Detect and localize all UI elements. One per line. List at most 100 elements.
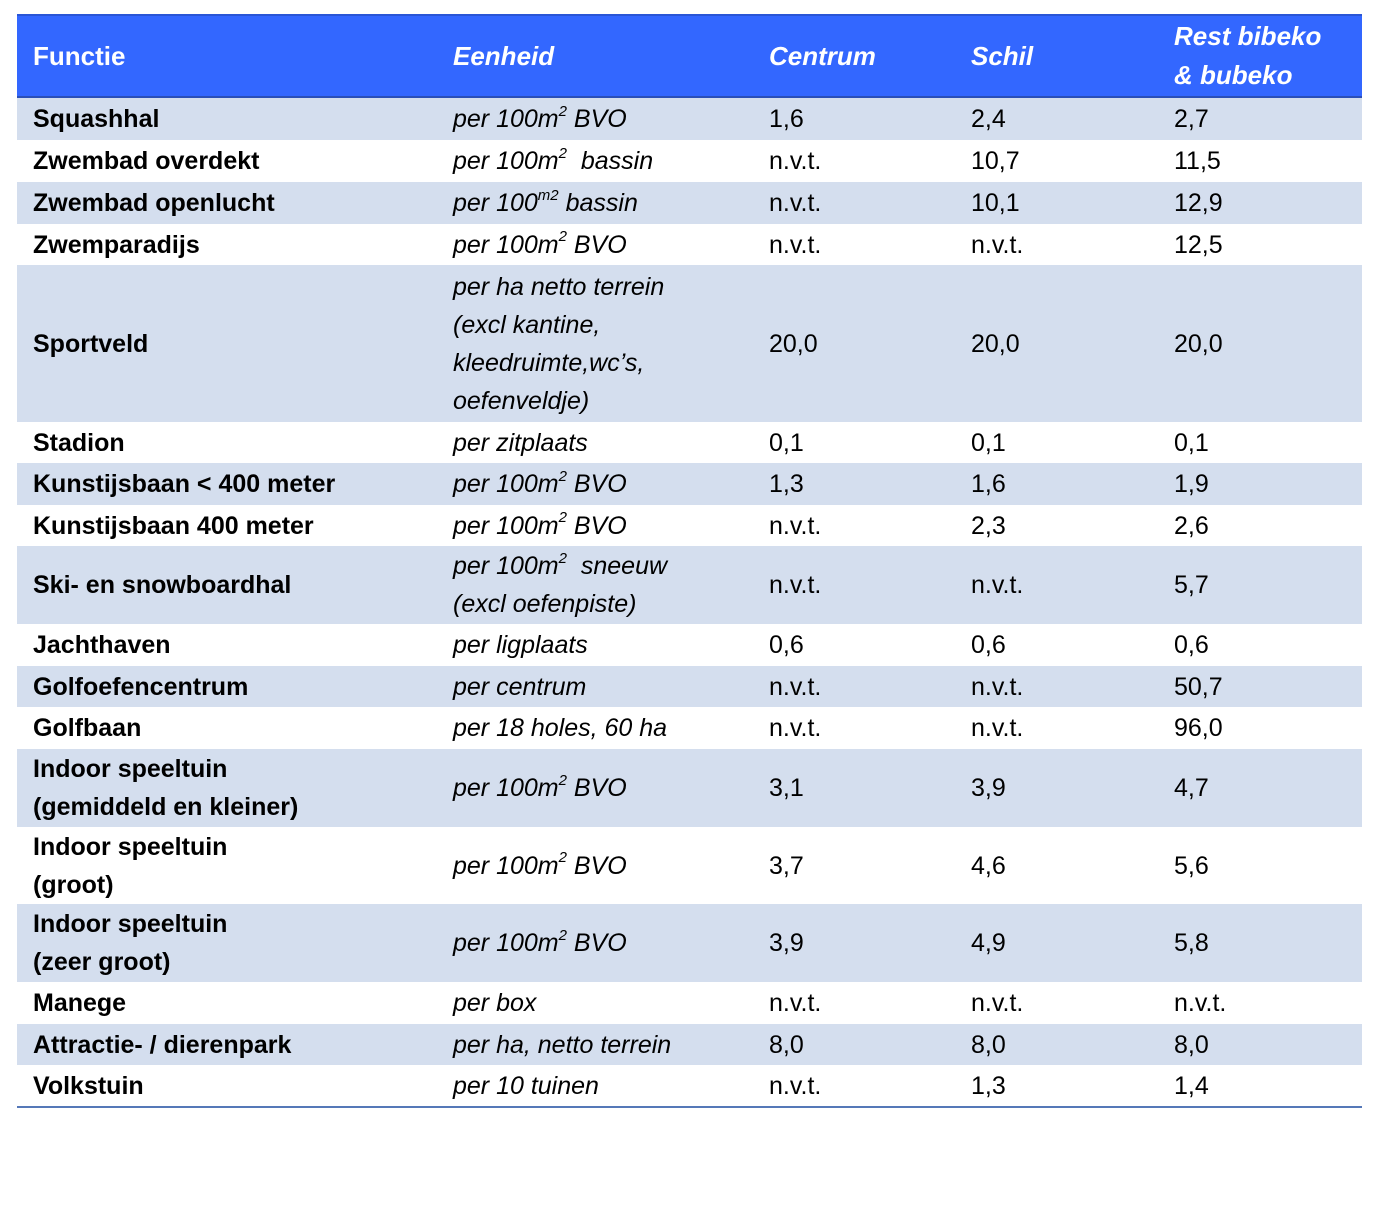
functie-line: Golfoefencentrum bbox=[33, 672, 249, 701]
table-row: Manege per box n.v.t. n.v.t. n.v.t. bbox=[17, 982, 1362, 1024]
cell-schil: 10,7 bbox=[971, 147, 1020, 175]
eenheid-superscript: 2 bbox=[558, 509, 567, 527]
functie-line: Sportveld bbox=[33, 329, 149, 358]
cell-schil: 3,9 bbox=[971, 774, 1006, 802]
eenheid-text: per 100 bbox=[453, 189, 538, 217]
table-row: Ski- en snowboardhal per 100m2 sneeuw (exc… bbox=[17, 546, 1362, 624]
cell-eenheid: per ligplaats bbox=[453, 624, 753, 666]
cell-functie: Indoor speeltuin (zeer groot) bbox=[33, 904, 443, 982]
cell-rest: 12,5 bbox=[1174, 230, 1223, 259]
cell-functie: Zwemparadijs bbox=[33, 224, 443, 265]
cell-functie: Golfbaan bbox=[33, 707, 443, 749]
eenheid-line: per box bbox=[453, 984, 536, 1022]
cell-eenheid: per centrum bbox=[453, 666, 753, 707]
cell-eenheid: per 100m2 bassin bbox=[453, 140, 753, 182]
eenheid-text: per 100m bbox=[453, 774, 559, 802]
eenheid-line: per ha, netto terrein bbox=[453, 1026, 671, 1064]
eenheid-text: per 18 holes, 60 ha bbox=[453, 714, 668, 742]
table-row: Kunstijsbaan 400 meter per 100m2 BVO n.v.t… bbox=[17, 505, 1362, 546]
table-row: Attractie- / dierenpark per ha, netto ter… bbox=[17, 1024, 1362, 1065]
functie-line: Golfbaan bbox=[33, 714, 142, 742]
eenheid-line: per centrum bbox=[453, 668, 586, 706]
eenheid-line: per zitplaats bbox=[453, 424, 588, 462]
cell-functie: Stadion bbox=[33, 422, 443, 463]
cell-schil: 2,4 bbox=[971, 105, 1006, 133]
eenheid-suffix: bassin bbox=[566, 147, 654, 175]
cell-eenheid: per 18 holes, 60 ha bbox=[453, 707, 753, 749]
cell-functie: Indoor speeltuin (gemiddeld en kleiner) bbox=[33, 749, 443, 827]
cell-schil: 20,0 bbox=[971, 329, 1020, 358]
eenheid-superscript: m2 bbox=[537, 186, 559, 204]
functie-line: Volkstuin bbox=[33, 1072, 144, 1100]
cell-eenheid: per 100m2 BVO bbox=[453, 224, 753, 265]
cell-centrum: 8,0 bbox=[769, 1030, 804, 1059]
eenheid-line: per 100m2 BVO bbox=[453, 507, 627, 545]
eenheid-line: per 100m2 sneeuw bbox=[453, 547, 667, 585]
cell-schil: 0,6 bbox=[971, 631, 1006, 659]
eenheid-suffix: bassin bbox=[558, 189, 638, 217]
cell-schil: n.v.t. bbox=[971, 714, 1024, 742]
cell-rest: 0,1 bbox=[1174, 428, 1209, 457]
cell-functie: Zwembad openlucht bbox=[33, 182, 443, 224]
cell-functie: Attractie- / dierenpark bbox=[33, 1024, 443, 1065]
cell-rest: 20,0 bbox=[1174, 329, 1223, 358]
cell-rest: 4,7 bbox=[1174, 774, 1209, 802]
cell-rest: 11,5 bbox=[1174, 147, 1221, 175]
eenheid-superscript: 2 bbox=[558, 771, 567, 789]
eenheid-text: per 100m bbox=[453, 105, 559, 133]
functie-line: Kunstijsbaan < 400 meter bbox=[33, 470, 336, 498]
cell-eenheid: per 100m2 bassin bbox=[453, 182, 753, 224]
cell-centrum: n.v.t. bbox=[769, 189, 822, 217]
eenheid-line: per ligplaats bbox=[453, 626, 588, 664]
cell-schil: 1,6 bbox=[971, 470, 1006, 498]
eenheid-suffix: BVO bbox=[566, 470, 627, 498]
eenheid-text: per 10 tuinen bbox=[453, 1072, 599, 1100]
cell-rest: 12,9 bbox=[1174, 189, 1223, 217]
cell-schil: 2,3 bbox=[971, 511, 1006, 540]
cell-schil: 1,3 bbox=[971, 1072, 1006, 1100]
header-rest: Rest bibeko & bubeko bbox=[1174, 16, 1362, 96]
cell-functie: Zwembad overdekt bbox=[33, 140, 443, 182]
eenheid-suffix: BVO bbox=[566, 230, 627, 259]
eenheid-line: (excl kantine, bbox=[453, 306, 664, 344]
cell-rest: 5,6 bbox=[1174, 851, 1209, 880]
functie-line: Ski- en snowboardhal bbox=[33, 571, 292, 599]
eenheid-text: per 100m bbox=[453, 552, 559, 580]
eenheid-line: per 100m2 BVO bbox=[453, 465, 627, 503]
header-rest-line1: Rest bibeko bbox=[1174, 21, 1322, 51]
cell-centrum: 3,7 bbox=[769, 851, 804, 880]
cell-schil: 4,6 bbox=[971, 851, 1006, 880]
functie-line: Stadion bbox=[33, 428, 125, 457]
cell-functie: Volkstuin bbox=[33, 1065, 443, 1107]
table-row: Zwembad openlucht per 100m2 bassin n.v.t. 1… bbox=[17, 182, 1362, 224]
table-row: Volkstuin per 10 tuinen n.v.t. 1,3 1,4 bbox=[17, 1065, 1362, 1107]
eenheid-text: per zitplaats bbox=[453, 428, 588, 457]
header-eenheid: Eenheid bbox=[453, 40, 555, 71]
functie-line: Manege bbox=[33, 989, 127, 1017]
eenheid-text: (excl kantine, bbox=[453, 310, 601, 339]
cell-centrum: 0,6 bbox=[769, 631, 804, 659]
table-row: Squashhal per 100m2 BVO 1,6 2,4 2,7 bbox=[17, 98, 1362, 140]
table-row: Sportveld per ha netto terrein (excl kanti… bbox=[17, 265, 1362, 422]
eenheid-suffix: sneeuw bbox=[566, 552, 668, 580]
eenheid-suffix: BVO bbox=[566, 929, 627, 957]
cell-eenheid: per 100m2 BVO bbox=[453, 463, 753, 505]
eenheid-text: per 100m bbox=[453, 511, 559, 540]
eenheid-text: per 100m bbox=[453, 230, 559, 259]
cell-rest: 50,7 bbox=[1174, 672, 1223, 701]
eenheid-suffix: BVO bbox=[566, 511, 627, 540]
eenheid-text: per ha netto terrein bbox=[453, 272, 665, 301]
cell-functie: Manege bbox=[33, 982, 443, 1024]
eenheid-text: per 100m bbox=[453, 470, 559, 498]
cell-eenheid: per ha, netto terrein bbox=[453, 1024, 753, 1065]
cell-rest: 1,4 bbox=[1174, 1072, 1209, 1100]
header-centrum: Centrum bbox=[769, 40, 876, 71]
cell-eenheid: per zitplaats bbox=[453, 422, 753, 463]
eenheid-line: per 100m2 bassin bbox=[453, 142, 653, 180]
cell-functie: Indoor speeltuin (groot) bbox=[33, 827, 443, 904]
table-row: Stadion per zitplaats 0,1 0,1 0,1 bbox=[17, 422, 1362, 463]
cell-functie: Sportveld bbox=[33, 265, 443, 422]
eenheid-line: per 100m2 BVO bbox=[453, 847, 627, 885]
eenheid-line: kleedruimte,wc’s, bbox=[453, 344, 664, 382]
cell-centrum: n.v.t. bbox=[769, 230, 822, 259]
